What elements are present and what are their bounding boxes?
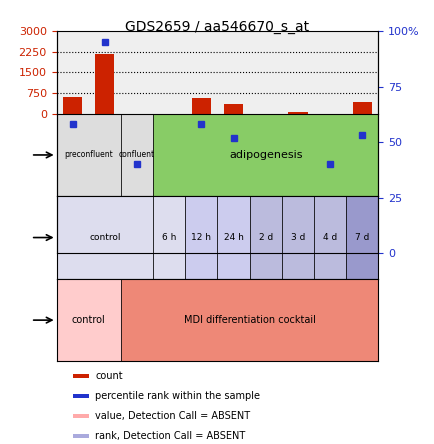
Bar <box>288 250 307 254</box>
Bar <box>185 31 217 254</box>
Bar <box>281 31 313 254</box>
Text: 6 h: 6 h <box>161 233 176 242</box>
FancyBboxPatch shape <box>72 414 89 418</box>
Text: 24 h: 24 h <box>223 233 243 242</box>
Text: control: control <box>89 233 120 242</box>
Text: 2 d: 2 d <box>258 233 272 242</box>
Text: GDS2659 / aa546670_s_at: GDS2659 / aa546670_s_at <box>125 20 309 34</box>
Bar <box>249 31 281 254</box>
FancyBboxPatch shape <box>72 374 89 378</box>
FancyBboxPatch shape <box>56 279 121 361</box>
Text: 12 h: 12 h <box>191 233 211 242</box>
Text: rank, Detection Call = ABSENT: rank, Detection Call = ABSENT <box>95 431 245 441</box>
Bar <box>191 210 210 254</box>
Text: 3 d: 3 d <box>290 233 305 242</box>
Text: adipogenesis: adipogenesis <box>229 150 302 160</box>
Text: count: count <box>95 371 122 381</box>
FancyBboxPatch shape <box>313 196 345 279</box>
Bar <box>153 31 185 254</box>
Text: control: control <box>72 315 105 325</box>
FancyBboxPatch shape <box>56 196 153 279</box>
FancyBboxPatch shape <box>121 279 378 361</box>
Bar <box>56 31 89 254</box>
FancyBboxPatch shape <box>281 196 313 279</box>
FancyBboxPatch shape <box>72 394 89 398</box>
Text: 7 d: 7 d <box>354 233 369 242</box>
FancyBboxPatch shape <box>249 196 281 279</box>
Bar <box>95 94 114 254</box>
Text: percentile rank within the sample: percentile rank within the sample <box>95 391 260 401</box>
Bar <box>352 222 371 254</box>
Text: value, Detection Call = ABSENT: value, Detection Call = ABSENT <box>95 411 250 421</box>
Bar <box>217 31 249 254</box>
Bar <box>313 31 345 254</box>
Bar <box>121 31 153 254</box>
Text: confluent: confluent <box>118 151 155 159</box>
FancyBboxPatch shape <box>345 196 378 279</box>
FancyBboxPatch shape <box>121 114 153 196</box>
FancyBboxPatch shape <box>56 114 121 196</box>
Bar <box>89 31 121 254</box>
Bar <box>63 209 82 254</box>
Text: MDI differentiation cocktail: MDI differentiation cocktail <box>183 315 315 325</box>
Text: preconfluent: preconfluent <box>64 151 113 159</box>
FancyBboxPatch shape <box>153 114 378 196</box>
Text: 4 d: 4 d <box>322 233 336 242</box>
FancyBboxPatch shape <box>153 196 185 279</box>
FancyBboxPatch shape <box>217 196 249 279</box>
FancyBboxPatch shape <box>185 196 217 279</box>
FancyBboxPatch shape <box>72 434 89 438</box>
Bar <box>345 31 378 254</box>
Bar <box>224 227 243 254</box>
